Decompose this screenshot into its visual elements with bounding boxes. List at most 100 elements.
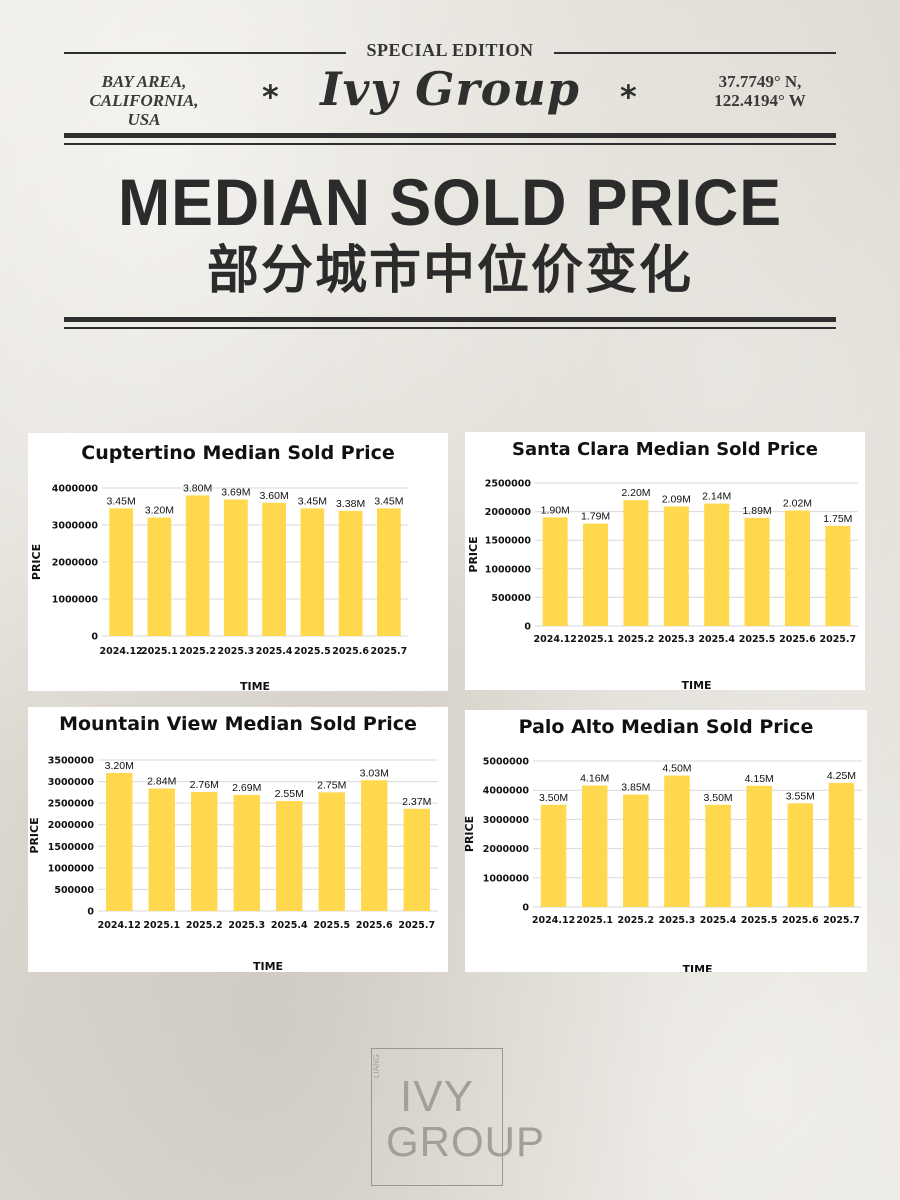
data-label: 3.55M xyxy=(786,790,815,802)
data-label: 3.50M xyxy=(539,792,568,804)
chart-title: Santa Clara Median Sold Price xyxy=(512,439,818,460)
y-tick-label: 4000000 xyxy=(52,484,99,495)
data-label: 2.37M xyxy=(402,796,431,808)
data-label: 3.60M xyxy=(260,490,289,502)
bar xyxy=(318,792,345,911)
y-tick-label: 2000000 xyxy=(483,844,530,855)
x-tick-label: 2025.5 xyxy=(294,646,331,657)
headline: MEDIAN SOLD PRICE xyxy=(117,165,783,239)
bar xyxy=(403,808,430,911)
bar xyxy=(106,772,133,911)
footer-logo-frame xyxy=(371,1048,503,1186)
x-axis-title: TIME xyxy=(253,960,283,972)
data-label: 3.38M xyxy=(336,498,365,510)
bar xyxy=(746,785,772,907)
data-label: 3.69M xyxy=(221,486,250,498)
data-label: 2.75M xyxy=(317,779,346,791)
x-tick-label: 2025.2 xyxy=(186,920,223,931)
data-label: 3.20M xyxy=(145,505,174,517)
chart-santa-clara: Santa Clara Median Sold Price 0 500000 1000… xyxy=(467,439,858,690)
x-tick-label: 2025.2 xyxy=(617,915,654,926)
x-tick-label: 2025.1 xyxy=(576,915,613,926)
y-tick-label: 3500000 xyxy=(48,756,95,767)
x-tick-label: 2024.12 xyxy=(98,920,141,931)
x-tick-label: 2024.12 xyxy=(534,634,577,645)
masthead-top-rule-right xyxy=(554,52,836,54)
bar xyxy=(224,499,248,636)
x-tick-label: 2025.7 xyxy=(819,634,856,645)
bar xyxy=(583,523,609,626)
bar xyxy=(784,510,810,626)
coordinates-text: 37.7749° N, 122.4194° W xyxy=(680,72,840,110)
chart-card-palo-alto: Palo Alto Median Sold Price 0 1000000 20000… xyxy=(465,710,867,972)
data-label: 1.75M xyxy=(823,513,852,525)
y-tick-label: 0 xyxy=(87,907,94,918)
data-label: 2.09M xyxy=(662,493,691,505)
data-label: 2.55M xyxy=(275,788,304,800)
y-tick-label: 2500000 xyxy=(48,799,95,810)
y-tick-label: 2500000 xyxy=(485,479,532,490)
bar xyxy=(828,782,855,907)
y-tick-label: 0 xyxy=(524,622,531,633)
y-tick-label: 3000000 xyxy=(52,521,99,532)
y-axis-title: PRICE xyxy=(30,544,43,580)
chart-card-santa-clara: Santa Clara Median Sold Price 0 500000 1000… xyxy=(465,432,865,690)
data-label: 1.89M xyxy=(742,505,771,517)
y-tick-label: 500000 xyxy=(491,593,531,604)
data-label: 4.15M xyxy=(745,773,774,785)
bar xyxy=(705,804,731,907)
coordinates-line-2: 122.4194° W xyxy=(714,91,806,110)
x-tick-label: 2025.7 xyxy=(823,915,860,926)
y-tick-label: 1000000 xyxy=(483,873,530,884)
x-tick-label: 2025.4 xyxy=(698,634,735,645)
subheadline: 部分城市中位价变化 xyxy=(206,241,693,301)
location-line-3: USA xyxy=(127,110,161,129)
location-text: BAY AREA, CALIFORNIA, USA xyxy=(64,72,224,129)
y-tick-label: 4000000 xyxy=(483,786,530,797)
y-tick-label: 0 xyxy=(522,903,529,914)
x-tick-label: 2025.6 xyxy=(356,920,393,931)
y-tick-label: 2000000 xyxy=(52,558,99,569)
headline-rule-thick xyxy=(64,317,836,322)
brand-name: Ivy Group xyxy=(320,62,580,116)
x-tick-label: 2025.1 xyxy=(577,634,614,645)
data-label: 2.84M xyxy=(147,775,176,787)
bar xyxy=(664,775,690,907)
chart-palo-alto: Palo Alto Median Sold Price 0 1000000 20000… xyxy=(465,716,862,972)
y-tick-label: 500000 xyxy=(54,885,94,896)
x-tick-label: 2025.4 xyxy=(700,915,737,926)
data-label: 4.16M xyxy=(580,773,609,785)
bar xyxy=(338,510,363,636)
footer-logo-ivy: IVY xyxy=(400,1072,474,1121)
chart-card-cupertino: Cuptertino Median Sold Price 0 1000000 2000… xyxy=(28,433,448,691)
bar xyxy=(191,791,218,911)
x-tick-label: 2025.4 xyxy=(271,920,308,931)
data-label: 3.50M xyxy=(703,792,732,804)
masthead-rule-thick xyxy=(64,133,836,138)
x-tick-label: 2025.5 xyxy=(739,634,776,645)
y-axis-title: PRICE xyxy=(467,536,480,572)
bar xyxy=(663,506,689,626)
y-tick-label: 3000000 xyxy=(48,777,95,788)
data-label: 3.20M xyxy=(105,760,134,772)
bar xyxy=(704,503,730,626)
chart-cupertino: Cuptertino Median Sold Price 0 1000000 2000… xyxy=(30,442,408,691)
x-tick-label: 2025.4 xyxy=(256,646,293,657)
bar xyxy=(148,788,175,911)
data-label: 3.03M xyxy=(360,767,389,779)
data-label: 2.76M xyxy=(190,779,219,791)
x-axis-title: TIME xyxy=(240,680,270,691)
data-label: 3.45M xyxy=(298,495,327,507)
y-tick-label: 2000000 xyxy=(485,507,532,518)
y-axis-title: PRICE xyxy=(465,816,476,852)
chart-title: Mountain View Median Sold Price xyxy=(59,713,417,735)
x-tick-label: 2025.1 xyxy=(141,646,178,657)
y-tick-label: 1500000 xyxy=(485,536,532,547)
masthead-top-rule-left xyxy=(64,52,346,54)
x-tick-label: 2025.5 xyxy=(741,915,778,926)
bar xyxy=(787,803,814,907)
x-tick-label: 2025.6 xyxy=(332,646,369,657)
x-tick-label: 2025.3 xyxy=(218,646,255,657)
bar xyxy=(185,495,210,636)
bar xyxy=(147,517,172,636)
